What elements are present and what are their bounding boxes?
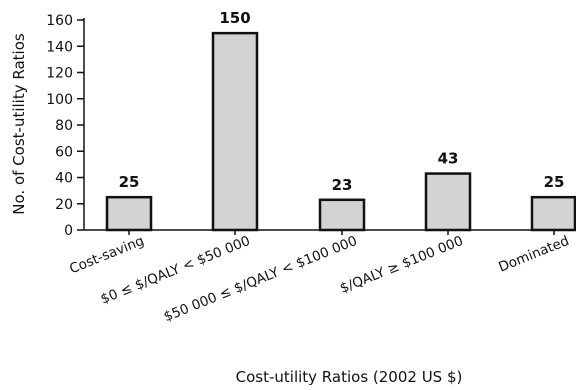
- y-tick-label: 40: [55, 171, 73, 187]
- y-axis-title: No. of Cost-utility Ratios: [10, 33, 28, 215]
- x-tick-label: Cost-saving: [67, 233, 146, 277]
- bar: [530, 195, 576, 232]
- data-label: 43: [438, 150, 459, 168]
- y-tick-label: 100: [46, 92, 73, 108]
- data-label: 23: [332, 176, 353, 194]
- y-tick-label: 80: [55, 118, 73, 134]
- bars: [105, 31, 576, 232]
- y-axis: 0 20 40 60 80 100 120 140 160: [46, 13, 85, 239]
- bar: [424, 172, 472, 232]
- data-label: 25: [544, 173, 565, 191]
- value-labels: 25 150 23 43 25: [119, 9, 565, 194]
- y-tick-label: 160: [46, 13, 73, 29]
- x-tick-label: Dominated: [496, 233, 571, 276]
- y-tick-label: 140: [46, 39, 73, 55]
- y-tick-label: 120: [46, 66, 73, 82]
- y-tick-label: 60: [55, 144, 73, 160]
- bar: [318, 198, 366, 232]
- x-tick-label: $50 000 ≤ $/QALY < $100 000: [162, 233, 360, 325]
- x-axis-title: Cost-utility Ratios (2002 US $): [236, 368, 463, 386]
- data-label: 25: [119, 173, 140, 191]
- bar: [211, 31, 259, 232]
- y-tick-label: 0: [64, 223, 73, 239]
- bar: [105, 195, 153, 232]
- data-label: 150: [219, 9, 250, 27]
- category-labels: Cost-saving$0 ≤ $/QALY < $50 000$50 000 …: [67, 233, 571, 325]
- y-tick-label: 20: [55, 197, 73, 213]
